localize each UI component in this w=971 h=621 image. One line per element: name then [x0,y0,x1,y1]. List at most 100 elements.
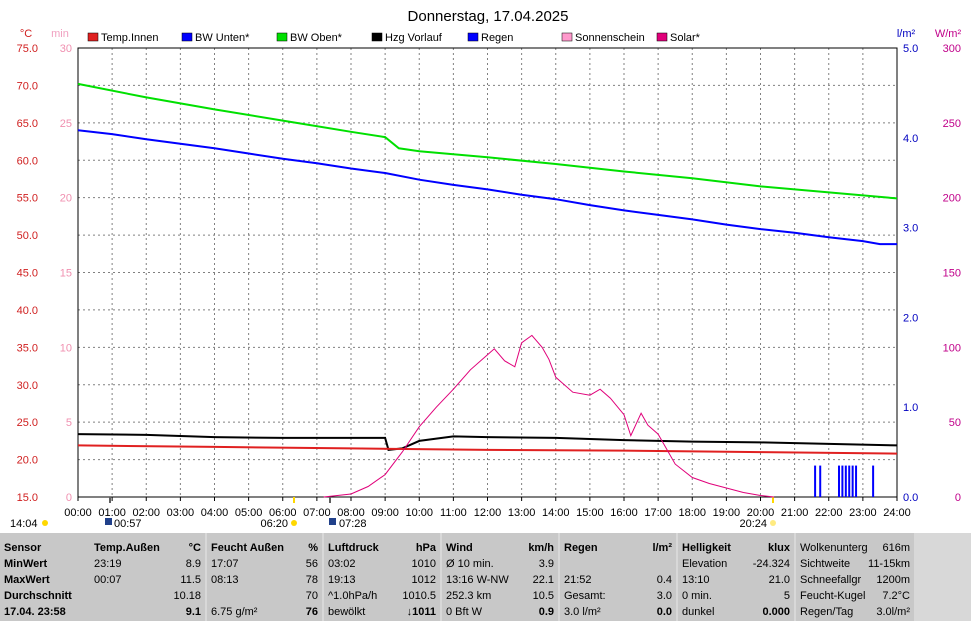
y-tick-label-rain: 0.0 [903,492,918,504]
row-value: 11.5 [180,574,201,586]
x-tick-label: 04:00 [201,507,229,519]
row-value: 22.1 [532,574,554,586]
y-tick-label-solar: 150 [943,268,961,280]
y-tick-label-temp: 45.0 [17,268,38,280]
unit-label-temp: °C [20,28,32,40]
footer-row: Regen/Tag 3.0l/m² [800,604,910,620]
y-tick-label-min: 20 [60,193,72,205]
legend-swatch [276,32,288,42]
footer-row: 00:07 11.5 [94,572,201,588]
statistics-footer: Sensor MinWert MaxWert Durchschnitt 17.04. 2… [0,533,971,621]
footer-header: Regen l/m² [564,540,672,556]
y-tick-label-solar: 250 [943,118,961,130]
y-tick-label-solar: 300 [943,43,961,55]
legend-swatch [467,32,479,42]
y-tick-label-rain: 2.0 [903,312,918,324]
tick-labels: 00:00 01:00 02:00 03:00 04:00 05:00 06:00 07:00… [10,28,961,530]
series-line [323,334,775,498]
footer-row: dunkel 0.000 [682,604,790,620]
legend-swatch [371,32,383,42]
row-label: 6.75 g/m² [211,606,258,618]
row-value: 0.0 [656,606,672,618]
column-head: Sensor [4,542,42,554]
row-value: 11-15km [868,558,910,570]
y-tick-label-temp: 70.0 [17,80,38,92]
y-tick-label-temp: 30.0 [17,380,38,392]
x-tick-label: 08:00 [337,507,365,519]
legend-swatch [656,32,668,42]
x-tick-label: 15:00 [576,507,604,519]
x-tick-label: 01:00 [98,507,126,519]
row-value: 0.9 [538,606,554,618]
footer-row: 252.3 km 10.5 [446,588,554,604]
row-value: 1010.5 [402,590,436,602]
row-value: 1012 [411,574,436,586]
x-tick-label: 20:00 [747,507,775,519]
y-tick-label-temp: 40.0 [17,305,38,317]
row-value: 9.1 [185,606,201,618]
footer-row: Elevation -24.324 [682,556,790,572]
column-unit: % [308,542,318,554]
legend-label: Sonnenschein [575,32,645,44]
x-tick-label: 02:00 [132,507,160,519]
row-label: 13:10 [682,574,710,586]
row-label: Elevation [682,558,728,570]
footer-row: 0 Bft W 0.9 [446,604,554,620]
footer-row: 13:10 21.0 [682,572,790,588]
row-value: 616m [882,542,910,554]
footer-row: Feucht-Kugel 7.2°C [800,588,910,604]
x-tick-label: 16:00 [610,507,638,519]
footer-row: 08:13 78 [211,572,318,588]
row-value: 21.0 [768,574,790,586]
row-value: 1200m [876,574,910,586]
legend-label: Hzg Vorlauf [385,32,443,44]
row-value: 1010 [411,558,436,570]
x-tick-label: 00:00 [64,507,92,519]
column-head: Luftdruck [328,542,379,554]
y-tick-label-min: 15 [60,268,72,280]
row-label: Ø 10 min. [446,558,494,570]
unit-label-solar: W/m² [935,28,962,40]
legend-swatch [561,32,573,42]
y-tick-label-rain: 4.0 [903,133,918,145]
footer-row: 17:07 56 [211,556,318,572]
row-value: ↓1011 [406,606,436,618]
series-line [77,129,897,246]
x-tick-label: 21:00 [781,507,809,519]
row-label: 23:19 [94,558,122,570]
grid [78,48,897,497]
y-tick-label-temp: 55.0 [17,193,38,205]
sunrise-label: 06:20 [260,518,288,530]
footer-row: 23:19 8.9 [94,556,201,572]
footer-column-temp: Temp.Außen °C 23:19 8.9 00:07 11.5 10.18 9.1 [90,533,205,621]
x-tick-label: 09:00 [371,507,399,519]
column-unit: klux [767,542,790,554]
row-value: 7.2°C [882,590,910,602]
x-tick-label: 18:00 [678,507,706,519]
row-label: 252.3 km [446,590,492,602]
row-label: ^1.0hPa/h [328,590,378,602]
y-tick-label-temp: 35.0 [17,342,38,354]
footer-column-hell: Helligkeit klux Elevation -24.324 13:10 21.0 0… [678,533,794,621]
footer-row: 13:16 W-NW 22.1 [446,572,554,588]
row-label: 0 Bft W [446,606,483,618]
unit-label-min: min [51,28,69,40]
row-label: 3.0 l/m² [564,606,601,618]
column-unit: hPa [415,542,436,554]
sun-date-label: 14:04 [10,518,38,530]
x-tick-label: 14:00 [542,507,570,519]
column-head: Feucht Außen [211,542,284,554]
footer-row: MaxWert [4,572,86,588]
y-tick-label-rain: 1.0 [903,402,918,414]
y-tick-label-min: 10 [60,342,72,354]
column-unit: km/h [528,542,554,554]
footer-row: Ø 10 min. 3.9 [446,556,554,572]
row-value: 3.0l/m² [876,606,910,618]
footer-row: 9.1 [94,604,201,620]
unit-label-rain: l/m² [897,28,916,40]
y-tick-label-min: 0 [66,492,72,504]
x-tick-label: 22:00 [815,507,843,519]
row-value: 0.4 [656,574,672,586]
x-tick-label: 24:00 [883,507,911,519]
footer-row: 0 min. 5 [682,588,790,604]
